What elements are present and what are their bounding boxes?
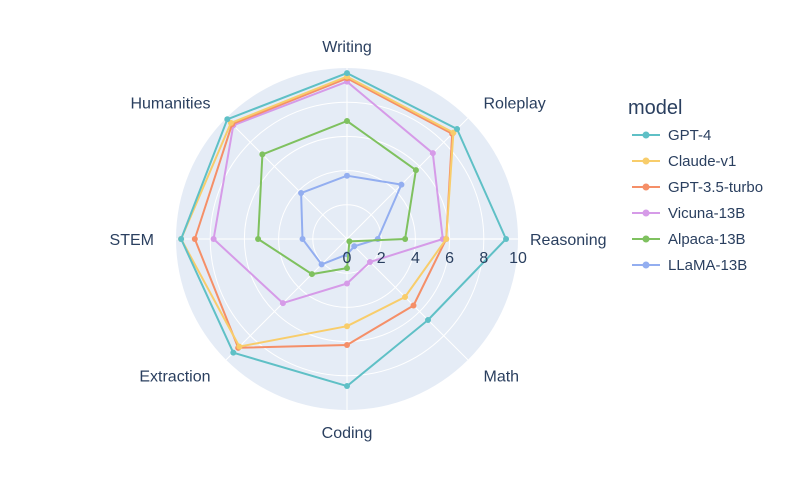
- grid-spoke: [225, 238, 348, 361]
- grid-spoke: [346, 117, 469, 240]
- legend-swatch-marker: [642, 183, 650, 191]
- data-point: [224, 116, 231, 123]
- legend-swatch-marker: [642, 261, 650, 269]
- legend-label: GPT-3.5-turbo: [668, 179, 763, 196]
- radial-tick-label: 10: [509, 250, 527, 267]
- data-point: [298, 190, 305, 197]
- data-point: [255, 236, 262, 242]
- radial-tick-label: 4: [411, 250, 420, 267]
- radial-tick-label: 0: [343, 250, 352, 267]
- legend-swatch-marker: [642, 209, 650, 217]
- legend-item[interactable]: Alpaca-13B: [632, 231, 746, 248]
- data-point: [412, 167, 419, 174]
- radial-axis-ticks: 0 2 4 6 8 10: [343, 250, 527, 267]
- data-point: [410, 302, 417, 309]
- legend-label: Alpaca-13B: [668, 231, 746, 248]
- data-point: [344, 342, 350, 349]
- legend-swatch-marker: [642, 157, 650, 165]
- legend-title: model: [628, 97, 682, 119]
- legend-swatch-marker: [642, 131, 650, 139]
- data-point: [344, 265, 350, 272]
- grid-spoke: [225, 117, 348, 240]
- data-point: [351, 243, 358, 250]
- legend-label: Claude-v1: [668, 153, 736, 170]
- series-layer: [178, 70, 510, 390]
- data-point: [346, 238, 353, 245]
- data-point: [344, 280, 350, 287]
- data-point: [344, 70, 350, 77]
- legend-item[interactable]: Claude-v1: [632, 153, 736, 170]
- legend-label: GPT-4: [668, 127, 711, 144]
- axis-label-roleplay: Roleplay: [484, 96, 546, 113]
- grid-spoke: [346, 238, 469, 361]
- data-point: [344, 172, 350, 179]
- data-point: [503, 236, 510, 242]
- data-point: [259, 151, 266, 158]
- data-point: [191, 236, 198, 242]
- legend: model GPT-4 Claude-v1 GPT-3.5-turbo Vicuna-…: [628, 97, 763, 274]
- legend-item[interactable]: GPT-4: [632, 127, 711, 144]
- data-point: [344, 383, 350, 390]
- axis-label-humanities: Humanities: [130, 96, 210, 113]
- data-point: [178, 236, 185, 242]
- legend-swatch-marker: [642, 235, 650, 243]
- data-point: [402, 294, 409, 301]
- data-point: [227, 119, 234, 126]
- data-point: [344, 323, 350, 330]
- data-point: [210, 236, 217, 242]
- data-point: [318, 261, 325, 268]
- data-point: [398, 181, 405, 188]
- legend-label: LLaMA-13B: [668, 257, 747, 274]
- data-point: [402, 236, 409, 242]
- data-point: [308, 271, 315, 278]
- radial-tick-label: 8: [479, 250, 488, 267]
- data-point: [443, 236, 450, 242]
- data-point: [236, 343, 243, 350]
- data-point: [429, 150, 436, 157]
- data-point: [230, 349, 237, 356]
- data-point: [454, 125, 461, 132]
- radial-tick-label: 6: [445, 250, 454, 267]
- legend-item[interactable]: LLaMA-13B: [632, 257, 747, 274]
- legend-label: Vicuna-13B: [668, 205, 745, 222]
- legend-item[interactable]: GPT-3.5-turbo: [632, 179, 763, 196]
- data-point: [299, 236, 306, 242]
- axis-label-extraction: Extraction: [139, 369, 210, 386]
- data-point: [366, 258, 373, 265]
- axis-label-math: Math: [484, 369, 520, 386]
- data-point: [425, 317, 432, 324]
- radial-tick-label: 2: [377, 250, 386, 267]
- legend-item[interactable]: Vicuna-13B: [632, 205, 745, 222]
- axis-label-stem: STEM: [110, 232, 154, 249]
- axis-label-reasoning: Reasoning: [530, 232, 607, 249]
- data-point: [450, 129, 457, 136]
- axis-label-writing: Writing: [322, 39, 372, 56]
- data-point: [279, 300, 286, 307]
- axis-label-coding: Coding: [322, 425, 373, 442]
- data-point: [344, 118, 350, 125]
- angular-axis-labels: Writing Roleplay Reasoning Math Coding Extrac…: [110, 39, 607, 442]
